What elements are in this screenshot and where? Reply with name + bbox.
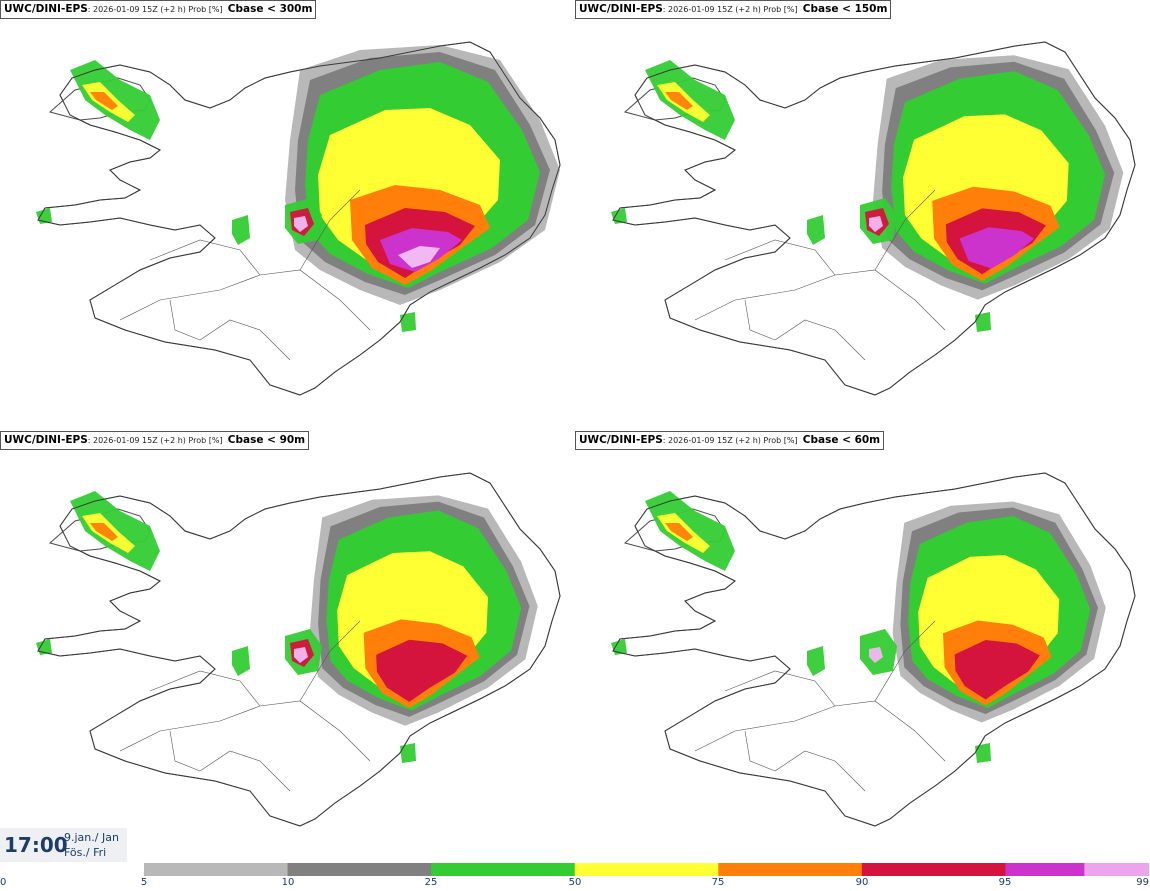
- model-name: UWC/DINI-EPS: [579, 3, 663, 15]
- road-line: [169, 730, 201, 772]
- color-bin: [144, 863, 289, 876]
- probability-contour: [807, 215, 825, 245]
- probability-contour: [975, 743, 991, 763]
- road-line: [149, 670, 261, 707]
- color-scale-bar: [144, 863, 1149, 876]
- road-line: [724, 239, 836, 276]
- color-bin: [574, 863, 719, 876]
- road-line: [874, 620, 936, 702]
- color-scale-tick-label: 10: [281, 877, 295, 888]
- road-line: [149, 239, 261, 276]
- map-panel-cbase-60m: UWC/DINI-EPS: 2026-01-09 15Z (+2 h) Prob…: [575, 431, 1150, 861]
- color-scale-tick-label: 0: [0, 877, 7, 888]
- probability-field: [309, 495, 538, 726]
- probability-contour: [232, 215, 250, 245]
- color-scale-tick-label: 99: [1136, 877, 1149, 888]
- threshold-label: Cbase < 60m: [802, 434, 881, 446]
- run-info: : 2026-01-09 15Z (+2 h) Prob [%]: [87, 5, 223, 14]
- panel-title: UWC/DINI-EPS: 2026-01-09 15Z (+2 h) Prob…: [0, 431, 310, 450]
- coastline-outline: [37, 41, 561, 396]
- panel-title: UWC/DINI-EPS: 2026-01-09 15Z (+2 h) Prob…: [575, 0, 892, 19]
- probability-contour: [665, 92, 693, 110]
- iceland-map: [611, 472, 1136, 827]
- color-bin: [718, 863, 863, 876]
- panel-title: UWC/DINI-EPS: 2026-01-09 15Z (+2 h) Prob…: [0, 0, 317, 19]
- threshold-label: Cbase < 300m: [227, 3, 313, 15]
- probability-contour: [975, 312, 991, 332]
- road-line: [199, 319, 291, 361]
- probability-contour: [665, 523, 693, 541]
- road-line: [774, 750, 866, 792]
- iceland-map: [36, 41, 561, 396]
- color-bin: [287, 863, 432, 876]
- color-scale-tick-label: 5: [140, 877, 148, 888]
- color-bin: [861, 863, 1006, 876]
- model-name: UWC/DINI-EPS: [579, 434, 663, 446]
- probability-contour: [869, 647, 883, 663]
- run-info: : 2026-01-09 15Z (+2 h) Prob [%]: [87, 436, 223, 445]
- road-line: [199, 750, 291, 792]
- probability-contour: [376, 639, 468, 702]
- run-info: : 2026-01-09 15Z (+2 h) Prob [%]: [662, 436, 798, 445]
- road-line: [724, 670, 836, 707]
- road-line: [744, 730, 776, 772]
- valid-date: 9.jan./ Jan: [64, 831, 119, 844]
- panel-title: UWC/DINI-EPS: 2026-01-09 15Z (+2 h) Prob…: [575, 431, 885, 450]
- probability-contour: [90, 523, 118, 541]
- probability-contour: [400, 743, 416, 763]
- color-scale-tick-label: 25: [424, 877, 438, 888]
- probability-contour: [954, 640, 1040, 700]
- color-scale-tick-label: 90: [855, 877, 869, 888]
- color-scale-tick-label: 75: [711, 877, 725, 888]
- road-line: [299, 189, 361, 271]
- coastline-outline: [612, 41, 1136, 396]
- iceland-map: [36, 472, 561, 827]
- valid-weekday: Fös./ Fri: [64, 846, 107, 859]
- run-info: : 2026-01-09 15Z (+2 h) Prob [%]: [662, 5, 798, 14]
- probability-field: [892, 501, 1106, 723]
- map-panel-cbase-90m: UWC/DINI-EPS: 2026-01-09 15Z (+2 h) Prob…: [0, 431, 575, 861]
- iceland-map: [611, 41, 1136, 396]
- probability-contour: [232, 646, 250, 676]
- valid-time: 17:00: [4, 833, 68, 857]
- probability-field: [285, 45, 560, 305]
- color-scale-tick-label: 50: [568, 877, 582, 888]
- threshold-label: Cbase < 90m: [227, 434, 306, 446]
- map-panel-cbase-150m: UWC/DINI-EPS: 2026-01-09 15Z (+2 h) Prob…: [575, 0, 1150, 430]
- probability-contour: [294, 647, 308, 663]
- probability-contour: [869, 216, 883, 232]
- road-line: [774, 319, 866, 361]
- probability-contour: [959, 227, 1035, 269]
- road-line: [169, 299, 201, 341]
- probability-field: [873, 55, 1124, 300]
- map-panel-cbase-300m: UWC/DINI-EPS: 2026-01-09 15Z (+2 h) Prob…: [0, 0, 575, 430]
- color-bin: [431, 863, 576, 876]
- coastline-outline: [37, 472, 561, 827]
- coastline-outline: [612, 472, 1136, 827]
- threshold-label: Cbase < 150m: [802, 3, 888, 15]
- probability-contour: [90, 92, 118, 110]
- road-line: [744, 299, 776, 341]
- probability-contour: [294, 216, 308, 232]
- valid-time-box: 17:00 9.jan./ Jan Fös./ Fri: [0, 828, 127, 862]
- color-scale-tick-label: 95: [998, 877, 1012, 888]
- model-name: UWC/DINI-EPS: [4, 3, 88, 15]
- probability-contour: [400, 312, 416, 332]
- road-line: [299, 620, 361, 702]
- road-line: [874, 189, 936, 271]
- probability-contour: [807, 646, 825, 676]
- color-bin-max: [1084, 863, 1149, 876]
- probability-contour: [398, 246, 440, 268]
- model-name: UWC/DINI-EPS: [4, 434, 88, 446]
